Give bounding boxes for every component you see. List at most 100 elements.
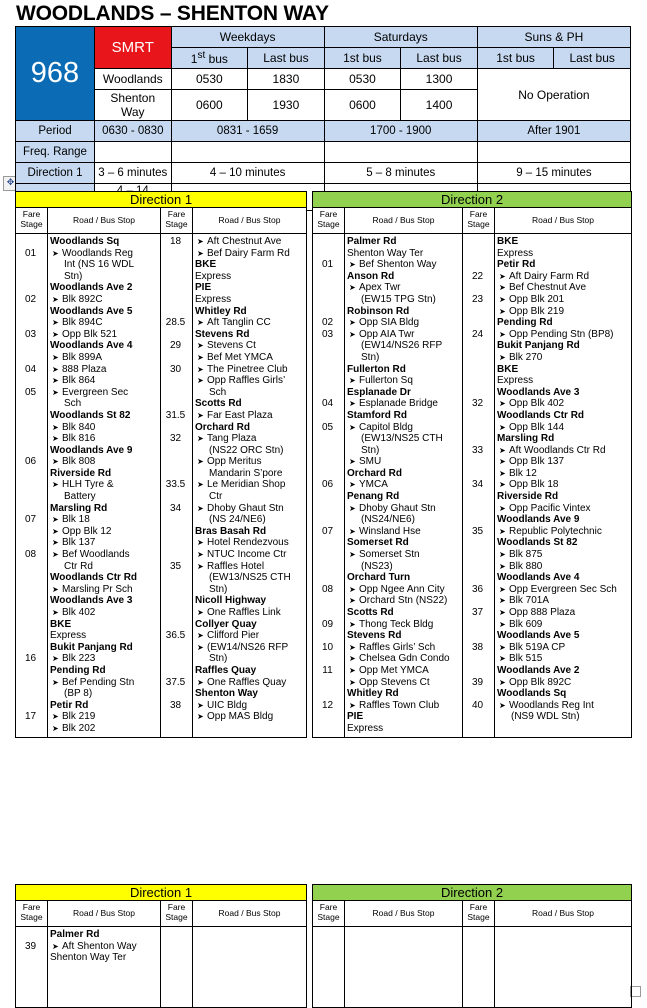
bus-stop-arrow-icon: ➤ — [499, 399, 506, 409]
sunph-no-operation: No Operation — [476, 68, 632, 121]
road-name: Robinson Rd — [347, 305, 410, 317]
road-name: Stevens Rd — [347, 630, 402, 642]
direction1-body-row: 01 02 03 04 05 06 07 08 16 17 Woodlands … — [15, 233, 308, 738]
bus-stop-name: ➤ Blk 515 — [499, 653, 543, 665]
freq-d1-p1: 3 – 6 minutes — [94, 162, 172, 184]
road-name: Palmer Rd — [347, 236, 397, 247]
bus-stop-name: ➤ Opp Pacific Vintex — [499, 502, 591, 514]
terminal-saturday-last: 1300 — [400, 68, 478, 90]
bus-stop-arrow-icon: ➤ — [52, 422, 59, 432]
direction2-col1-stops: Palmer Rd Shenton Way Ter ➤ Bef Shenton Way… — [344, 233, 463, 738]
bus-stop-name-continued: Stn) — [361, 351, 380, 363]
bus-stop-arrow-icon: ➤ — [499, 271, 506, 281]
fare-stage-value: 40 — [471, 699, 484, 711]
sunph-last-bus-header: Last bus — [553, 47, 631, 69]
road-bus-stop-header: Road / Bus Stop — [344, 900, 463, 927]
fare-stage-value: 32 — [471, 398, 484, 410]
segment-note: Express — [497, 247, 534, 259]
freq-direction1-row: Direction 1 3 – 6 minutes 4 – 10 minutes… — [15, 162, 632, 184]
bus-stop-name: ➤ Blk 899A — [52, 351, 103, 363]
period-4: After 1901 — [476, 120, 632, 142]
period-label: Period — [15, 120, 95, 142]
bus-stop-name: ➤ Opp Blk 12 — [52, 525, 112, 537]
bus-stop-arrow-icon: ➤ — [52, 457, 59, 467]
bus-stop-arrow-icon: ➤ — [349, 376, 356, 386]
bus-stop-name: ➤ Opp Stevens Ct — [349, 676, 430, 688]
daygroup-weekdays: Weekdays — [170, 26, 325, 48]
bus-stop-name: ➤ Dhoby Ghaut Stn — [349, 502, 436, 514]
bus-stop-name: ➤ Aft Shenton Way — [52, 940, 137, 952]
fare-stage-header: Fare Stage — [462, 207, 495, 234]
freq-spacer-1 — [94, 141, 172, 163]
bus-stop-name: ➤ Blk 892C — [52, 293, 103, 305]
cont-d1-col1-stops: Palmer Rd ➤ Aft Shenton Way Shenton Way Ter — [47, 926, 161, 1008]
fare-stage-value: 30 — [169, 363, 182, 375]
bus-stop-name-continued: (EW13/NS25 CTH — [361, 433, 443, 445]
cont-direction1-column-header-row: Fare Stage Road / Bus Stop Fare Stage Road… — [15, 900, 308, 927]
bus-stop-name: ➤ Opp Meritus — [197, 456, 262, 468]
bus-stop-arrow-icon: ➤ — [52, 712, 59, 722]
road-name: Shenton Way — [195, 688, 258, 700]
road-name: Orchard Rd — [195, 421, 251, 433]
bus-stop-arrow-icon: ➤ — [349, 654, 356, 664]
fare-stage-value: 35 — [169, 560, 182, 572]
bus-stop-name: ➤ (EW14/NS26 RFP — [197, 641, 289, 653]
bus-stop-name: ➤ Opp Pending Stn (BP8) — [499, 328, 614, 340]
bus-stop-name: ➤ Opp Ngee Ann City — [349, 583, 445, 595]
terminal-saturday-first: 0530 — [323, 68, 402, 90]
direction1-col1-stops: Woodlands Sq ➤ Woodlands Reg Int (NS 16 WDL… — [47, 233, 161, 738]
road-name: Stamford Rd — [347, 409, 407, 421]
road-bus-stop-header: Road / Bus Stop — [493, 207, 633, 234]
fare-stage-value: 08 — [24, 549, 37, 561]
direction1-title: Direction 1 — [14, 191, 308, 208]
bus-stop-arrow-icon: ➤ — [349, 550, 356, 560]
freq-spacer-2 — [170, 141, 325, 163]
weekday-first-bus-header: 1st bus — [170, 47, 249, 69]
cont-direction2-body-row — [312, 926, 633, 1008]
bus-stop-arrow-icon: ➤ — [349, 457, 356, 467]
fare-stage-value: 08 — [321, 583, 334, 595]
period-row: Period 0630 - 0830 0831 - 1659 1700 - 19… — [15, 120, 632, 142]
road-name: Penang Rd — [347, 491, 400, 503]
bus-stop-arrow-icon: ➤ — [499, 468, 506, 478]
period-2: 0831 - 1659 — [170, 120, 325, 142]
fare-stage-value: 22 — [471, 270, 484, 282]
road-name: Woodlands Ave 2 — [50, 282, 133, 294]
road-name: Woodlands Ave 9 — [497, 514, 580, 526]
bus-stop-name: ➤ Bef Shenton Way — [349, 259, 437, 271]
bus-stop-name: ➤ Blk 808 — [52, 456, 96, 468]
road-bus-stop-header: Road / Bus Stop — [47, 207, 161, 234]
bus-stop-name: ➤ 888 Plaza — [52, 363, 107, 375]
freq-spacer-4 — [476, 141, 632, 163]
road-name: Whitley Rd — [347, 688, 399, 700]
fare-stage-value: 39 — [471, 676, 484, 688]
bus-stop-arrow-icon: ➤ — [499, 596, 506, 606]
bus-stop-name-continued: (NS 24/NE6) — [209, 514, 266, 526]
road-name: BKE — [50, 618, 72, 630]
road-bus-stop-header: Road / Bus Stop — [191, 207, 308, 234]
bus-stop-name: ➤ Opp AIA Twr — [349, 328, 415, 340]
bus-stop-name: ➤ Raffles Town Club — [349, 699, 440, 711]
road-name: Woodlands Ave 5 — [50, 305, 133, 317]
bus-stop-arrow-icon: ➤ — [197, 248, 204, 258]
fare-stage-value: 06 — [24, 456, 37, 468]
bus-stop-name-continued: (EW14/NS26 RFP — [361, 340, 443, 352]
fare-stage-header: Fare Stage — [15, 207, 48, 234]
fare-stage-value: 23 — [471, 293, 484, 305]
bus-stop-arrow-icon: ➤ — [349, 665, 356, 675]
bus-stop-name: ➤ Blk 219 — [52, 711, 96, 723]
freq-spacer-3 — [323, 141, 478, 163]
bus-stop-name: ➤ Blk 12 — [499, 467, 537, 479]
fare-stage-header: Fare Stage — [160, 207, 193, 234]
bus-stop-arrow-icon: ➤ — [349, 619, 356, 629]
bus-stop-name: ➤ Opp Blk 521 — [52, 328, 118, 340]
period-1: 0630 - 0830 — [94, 120, 172, 142]
fare-stage-header: Fare Stage — [312, 900, 345, 927]
road-bus-stop-header: Road / Bus Stop — [344, 207, 463, 234]
weekday-last-bus-header: Last bus — [247, 47, 325, 69]
bus-stop-arrow-icon: ➤ — [349, 503, 356, 513]
bus-stop-arrow-icon: ➤ — [52, 608, 59, 617]
road-name: Woodlands St 82 — [497, 537, 578, 549]
bus-stop-name-continued: Mandarin S’pore — [209, 467, 283, 479]
bus-stop-arrow-icon: ➤ — [349, 283, 356, 293]
